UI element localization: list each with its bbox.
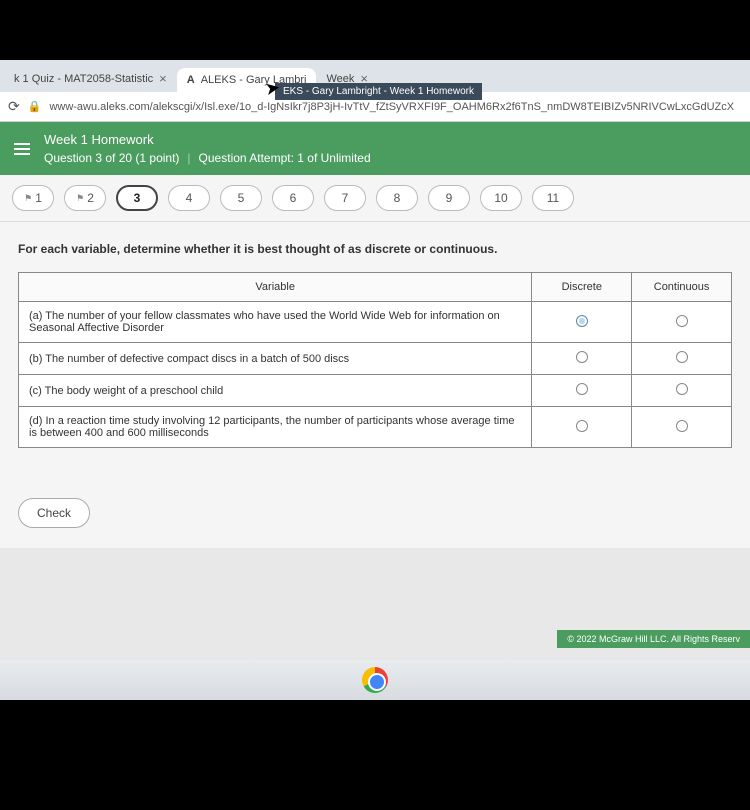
assignment-title: Week 1 Homework — [44, 132, 371, 147]
pill-label: 11 — [547, 191, 559, 205]
chrome-icon[interactable] — [362, 667, 388, 693]
pill-label: 9 — [446, 191, 453, 205]
nav-pill-10[interactable]: 10 — [480, 185, 522, 211]
pill-label: 7 — [342, 191, 349, 205]
attempt-counter: Question Attempt: 1 of Unlimited — [199, 151, 371, 165]
col-discrete: Discrete — [532, 273, 632, 302]
variable-text: (c) The body weight of a preschool child — [19, 375, 532, 407]
menu-icon[interactable] — [14, 143, 30, 155]
radio-continuous[interactable] — [676, 420, 688, 432]
pill-label: 3 — [134, 191, 141, 205]
url-text[interactable]: www-awu.aleks.com/alekscgi/x/Isl.exe/1o_… — [49, 101, 734, 113]
question-prompt: For each variable, determine whether it … — [18, 242, 732, 256]
table-row: (d) In a reaction time study involving 1… — [19, 407, 732, 448]
nav-pill-11[interactable]: 11 — [532, 185, 574, 211]
lock-icon[interactable]: 🔒 — [28, 100, 42, 113]
tab-favicon: A — [187, 74, 195, 86]
table-row: (b) The number of defective compact disc… — [19, 343, 732, 375]
taskbar — [0, 660, 750, 700]
pill-label: 8 — [394, 191, 401, 205]
table-row: (c) The body weight of a preschool child — [19, 375, 732, 407]
pill-label: 6 — [290, 191, 297, 205]
nav-pill-7[interactable]: 7 — [324, 185, 366, 211]
pill-label: 2 — [87, 191, 94, 205]
variable-text: (d) In a reaction time study involving 1… — [19, 407, 532, 448]
divider: | — [187, 151, 190, 165]
col-continuous: Continuous — [632, 273, 732, 302]
nav-pill-8[interactable]: 8 — [376, 185, 418, 211]
table-body: (a) The number of your fellow classmates… — [19, 302, 732, 448]
pill-label: 5 — [238, 191, 245, 205]
radio-discrete[interactable] — [576, 383, 588, 395]
flag-icon: ⚑ — [24, 193, 32, 204]
question-table: Variable Discrete Continuous (a) The num… — [18, 272, 732, 448]
tab-label: k 1 Quiz - MAT2058-Statistic — [14, 73, 153, 85]
radio-continuous[interactable] — [676, 315, 688, 327]
nav-pill-5[interactable]: 5 — [220, 185, 262, 211]
question-counter: Question 3 of 20 (1 point) — [44, 151, 179, 165]
flag-icon: ⚑ — [76, 193, 84, 204]
nav-pill-9[interactable]: 9 — [428, 185, 470, 211]
table-row: (a) The number of your fellow classmates… — [19, 302, 732, 343]
nav-pill-4[interactable]: 4 — [168, 185, 210, 211]
radio-discrete[interactable] — [576, 315, 588, 327]
variable-text: (a) The number of your fellow classmates… — [19, 302, 532, 343]
assignment-header: Week 1 Homework Question 3 of 20 (1 poin… — [0, 122, 750, 175]
question-content: For each variable, determine whether it … — [0, 222, 750, 548]
nav-pill-3[interactable]: 3 — [116, 185, 158, 211]
col-variable: Variable — [19, 273, 532, 302]
radio-continuous[interactable] — [676, 351, 688, 363]
pill-label: 1 — [35, 191, 42, 205]
pill-label: 4 — [186, 191, 193, 205]
variable-text: (b) The number of defective compact disc… — [19, 343, 532, 375]
radio-continuous[interactable] — [676, 383, 688, 395]
nav-pill-2[interactable]: ⚑2 — [64, 185, 106, 211]
reload-icon[interactable]: ⟳ — [8, 98, 20, 115]
check-button[interactable]: Check — [18, 498, 90, 528]
nav-pill-1[interactable]: ⚑1 — [12, 185, 54, 211]
radio-discrete[interactable] — [576, 420, 588, 432]
radio-discrete[interactable] — [576, 351, 588, 363]
pill-label: 10 — [494, 191, 507, 205]
tab-tooltip: EKS - Gary Lambright - Week 1 Homework — [275, 83, 482, 100]
nav-pill-6[interactable]: 6 — [272, 185, 314, 211]
copyright-footer: © 2022 McGraw Hill LLC. All Rights Reser… — [557, 630, 750, 648]
tab-quiz[interactable]: k 1 Quiz - MAT2058-Statistic × — [4, 65, 177, 92]
close-icon[interactable]: × — [159, 71, 167, 86]
question-nav: ⚑1⚑234567891011 — [0, 175, 750, 222]
